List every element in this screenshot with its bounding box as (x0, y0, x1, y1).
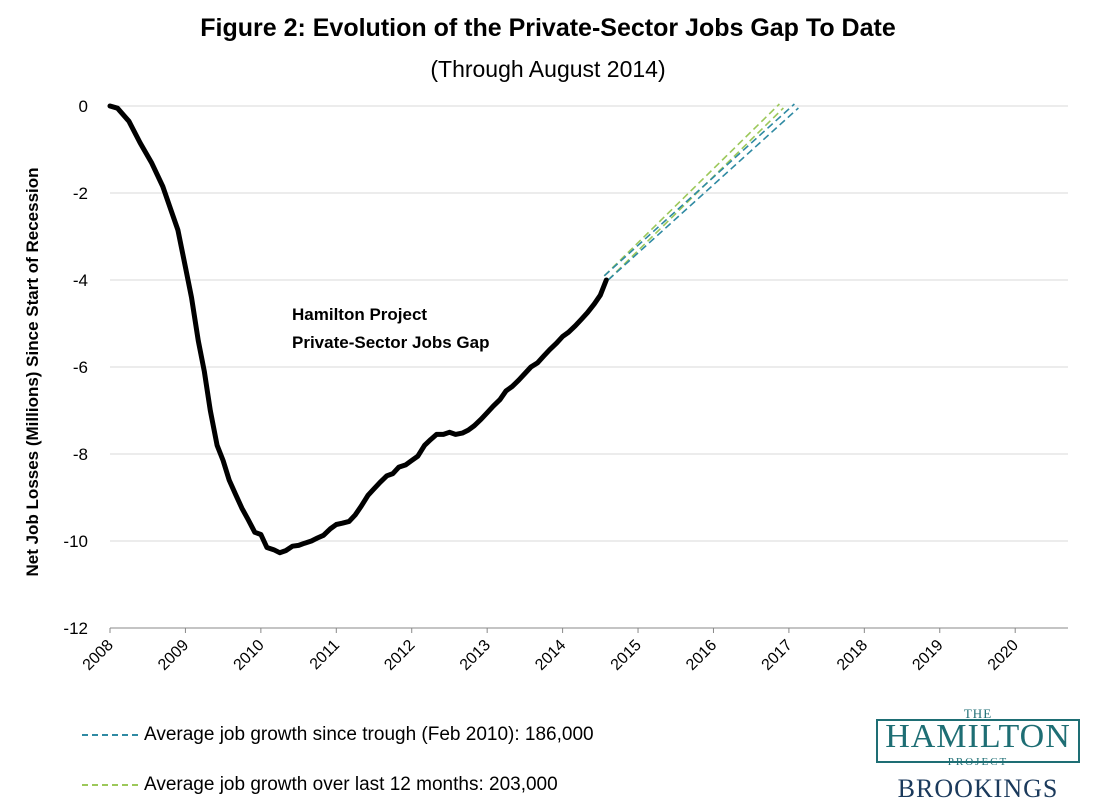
legend-item-last-12-months: Average job growth over last 12 months: … (80, 774, 558, 796)
x-tick-label: 2018 (834, 637, 871, 674)
x-tick-label: 2010 (231, 637, 268, 674)
x-tick-label: 2012 (381, 637, 418, 674)
series-last-12-months-projection (603, 103, 784, 281)
projection-line-upper (603, 103, 780, 277)
logo-hamilton-text: HAMILTON (885, 718, 1071, 755)
series-jobs-gap-line (107, 103, 609, 556)
x-axis-ticks: 2008 2009 2010 2011 2012 2013 2014 2015 2016 2017… (80, 628, 1022, 674)
gridlines (110, 105, 1068, 629)
logo-the-text: THE (963, 706, 993, 721)
x-tick-label: 2017 (759, 637, 796, 674)
projection-line-lower (607, 107, 799, 281)
legend-label-last-12-months: Average job growth over last 12 months: … (144, 774, 558, 795)
annotation-line-2: Private-Sector Jobs Gap (292, 333, 489, 352)
x-tick-label: 2008 (80, 637, 117, 674)
y-axis-label: Net Job Losses (Millions) Since Start of… (23, 167, 42, 576)
y-axis-ticks: 0 -2 -4 -6 -8 -10 -12 (63, 97, 88, 638)
projection-line-upper (603, 103, 795, 277)
logo-brookings-text: BROOKINGS (897, 774, 1059, 803)
line-chart: 0 -2 -4 -6 -8 -10 -12 2008 2009 2010 2011 2012 2013… (23, 97, 1068, 674)
hamilton-project-logo: THE HAMILTON PROJECT BROOKINGS (872, 706, 1084, 806)
annotation-line-1: Hamilton Project (292, 305, 427, 324)
x-tick-label: 2011 (307, 637, 343, 673)
y-tick-label: -6 (73, 358, 88, 377)
logo-frame (876, 719, 1080, 763)
y-tick-label: 0 (79, 97, 88, 116)
y-tick-label: -10 (63, 532, 88, 551)
x-tick-label: 2014 (532, 637, 569, 674)
x-tick-label: 2020 (985, 637, 1022, 674)
series-lines (107, 103, 799, 556)
legend-swatch-dashed-teal (82, 734, 138, 736)
chart-subtitle: (Through August 2014) (430, 56, 666, 82)
chart-title: Figure 2: Evolution of the Private-Secto… (200, 14, 896, 42)
x-tick-label: 2009 (155, 637, 192, 674)
y-tick-label: -2 (73, 184, 88, 203)
legend-label-trough: Average job growth since trough (Feb 201… (144, 724, 594, 745)
y-tick-label: -8 (73, 445, 88, 464)
y-tick-label: -12 (63, 619, 88, 638)
x-tick-label: 2013 (457, 637, 494, 674)
series-trough-projection (603, 103, 799, 281)
legend-item-trough: Average job growth since trough (Feb 201… (80, 724, 594, 746)
legend-swatch-dashed-green (82, 784, 138, 786)
logo-project-text: PROJECT (947, 756, 1009, 768)
x-tick-label: 2016 (683, 637, 720, 674)
x-tick-label: 2015 (608, 637, 645, 674)
y-tick-label: -4 (73, 271, 88, 290)
x-tick-label: 2019 (909, 637, 946, 674)
